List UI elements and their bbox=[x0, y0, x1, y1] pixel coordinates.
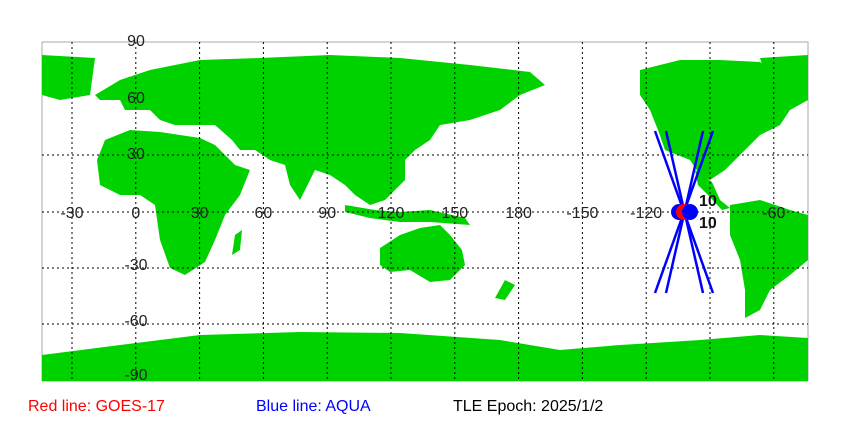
longitude-label: 150 bbox=[441, 205, 468, 222]
longitude-label: -150 bbox=[566, 205, 598, 222]
longitude-label: -60 bbox=[762, 205, 785, 222]
satellite-label-1: 10 bbox=[699, 193, 717, 210]
landmass-central-america bbox=[695, 170, 730, 210]
landmass-north-america bbox=[640, 60, 790, 180]
longitude-label: -120 bbox=[630, 205, 662, 222]
latitude-label: 90 bbox=[127, 33, 145, 50]
longitude-label: 0 bbox=[131, 205, 140, 222]
satellite-label-2: 10 bbox=[699, 215, 717, 232]
axis-labels: -30 0 30 60 90 120 150 180 -150 -120 -60 90 60 30 -30 -… bbox=[60, 33, 785, 384]
latitude-label: -90 bbox=[124, 367, 147, 384]
longitude-label: 60 bbox=[255, 205, 273, 222]
landmass-indonesia bbox=[345, 205, 470, 225]
land bbox=[42, 55, 808, 381]
legend-red-line: Red line: GOES-17 bbox=[28, 398, 165, 415]
landmass-greenland bbox=[760, 55, 808, 110]
latitude-label: -60 bbox=[124, 313, 147, 330]
longitude-label: 90 bbox=[318, 205, 336, 222]
landmass-newzealand bbox=[495, 280, 515, 300]
legend-blue-line: Blue line: AQUA bbox=[256, 398, 371, 415]
longitude-label: 30 bbox=[191, 205, 209, 222]
tle-epoch: TLE Epoch: 2025/1/2 bbox=[453, 398, 604, 415]
latitude-label: -30 bbox=[124, 257, 147, 274]
latitude-label: 60 bbox=[127, 90, 145, 107]
longitude-label: -30 bbox=[60, 205, 83, 222]
landmass-madagascar bbox=[232, 230, 242, 255]
landmass-eurasia bbox=[95, 55, 545, 205]
landmass-africa bbox=[97, 130, 250, 275]
landmass-greenland-west bbox=[42, 55, 95, 100]
graticule bbox=[42, 42, 808, 381]
latitude-label: 30 bbox=[127, 146, 145, 163]
longitude-label: 180 bbox=[505, 205, 532, 222]
aqua-marker-2 bbox=[682, 204, 698, 220]
landmass-antarctica bbox=[42, 332, 808, 381]
landmass-south-america bbox=[730, 200, 808, 318]
longitude-label: 120 bbox=[378, 205, 405, 222]
